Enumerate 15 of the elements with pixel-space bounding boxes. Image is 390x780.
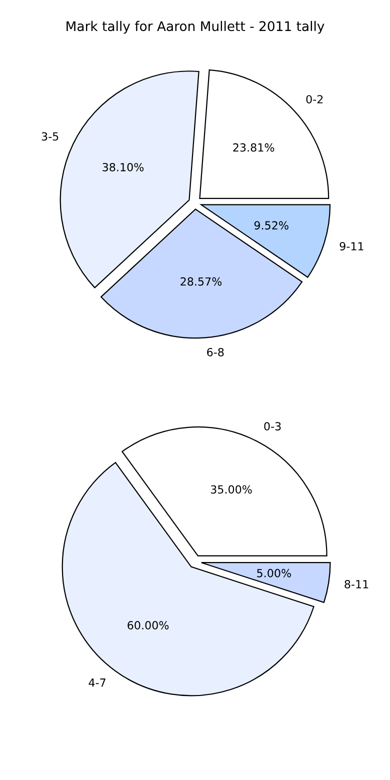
slice-label: 8-11: [344, 580, 368, 588]
data-label: 9.52%: [254, 221, 288, 230]
chart-title: Mark tally for Aaron Mullett - 2011 tally: [66, 20, 324, 34]
slice-label: 4-7: [88, 678, 106, 687]
slice-label: 0-3: [264, 422, 281, 430]
slice-label: 6-8: [207, 348, 224, 356]
data-label: 35.00%: [210, 485, 252, 494]
slice-label: 0-2: [306, 95, 323, 104]
data-label: 28.57%: [180, 277, 222, 286]
data-label: 60.00%: [128, 621, 169, 630]
data-label: 5.00%: [257, 568, 291, 578]
slice-label: 9-11: [340, 242, 364, 250]
data-label: 23.81%: [233, 143, 274, 152]
slice-label: 3-5: [42, 132, 58, 141]
data-label: 38.10%: [102, 162, 144, 172]
